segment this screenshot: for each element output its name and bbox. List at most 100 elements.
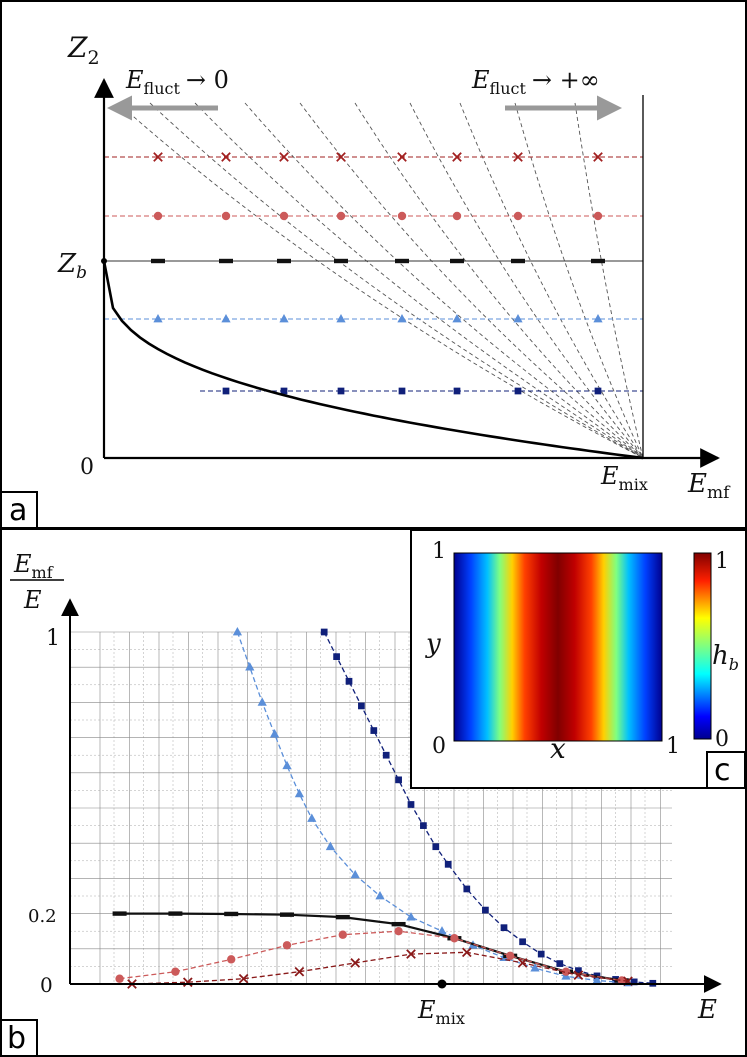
data-point-square	[556, 960, 564, 967]
data-point-circle	[450, 934, 459, 943]
level-marker-triangle	[153, 313, 163, 323]
inset-y0: 0	[432, 734, 446, 759]
data-point-square	[463, 885, 471, 893]
data-point-dash	[168, 911, 183, 916]
data-point-circle	[171, 967, 180, 976]
colorbar-label-sub: b	[729, 655, 739, 674]
data-point-cross	[350, 958, 361, 968]
b-emix-sub: mix	[436, 1009, 465, 1028]
data-point-dash	[280, 912, 294, 917]
hb-field-border	[453, 552, 663, 742]
boundary-curve	[102, 260, 644, 460]
panel-b-letter-box	[0, 1019, 38, 1057]
data-point-circle	[227, 955, 236, 964]
data-point-circle	[338, 930, 347, 939]
data-point-triangle	[257, 697, 267, 706]
level-marker-square	[453, 387, 461, 395]
level-marker-cross	[336, 152, 346, 162]
data-point-triangle	[530, 963, 540, 972]
panel-c-letter-box	[706, 751, 746, 789]
level-marker-square	[514, 387, 522, 395]
level-marker-dash	[334, 258, 348, 264]
data-point-cross	[406, 949, 416, 959]
a-origin-label: 0	[80, 455, 94, 480]
level-marker-cross	[513, 152, 523, 162]
inset-y-label: y	[425, 629, 441, 659]
inset-y1: 1	[432, 539, 446, 564]
level-marker-dash	[277, 258, 291, 264]
data-point-square	[420, 822, 427, 829]
level-marker-dash	[219, 258, 233, 264]
data-point-triangle	[325, 841, 336, 851]
data-point-triangle	[437, 926, 447, 935]
level-marker-cross	[221, 152, 231, 162]
level-marker-triangle	[452, 313, 462, 323]
data-point-dash	[391, 921, 406, 927]
b-y-label-den: E	[23, 586, 42, 614]
data-point-triangle	[269, 729, 280, 738]
fan-line	[299, 102, 644, 459]
emix-point	[437, 979, 447, 989]
data-point-circle	[394, 927, 403, 936]
zb-label-sub: b	[76, 263, 87, 283]
data-point-dash	[335, 914, 350, 920]
level-marker-square	[280, 387, 288, 395]
zb-point	[101, 258, 107, 264]
data-point-square	[382, 751, 390, 759]
left-arrow-tail: → 0	[186, 66, 229, 94]
a-emix-label: Emix	[600, 462, 648, 494]
fan-line	[149, 102, 644, 459]
data-point-square	[575, 967, 582, 974]
data-point-triangle	[245, 662, 255, 671]
panel-c: 1 0 1 y x 1 0 hb c	[410, 529, 747, 789]
panel-a-letter: a	[9, 493, 27, 528]
data-point-square	[407, 801, 415, 808]
tick-y-0: 0	[40, 973, 53, 997]
level-marker-dash	[511, 258, 525, 264]
right-arrow-label: Efluct → +∞	[471, 66, 600, 98]
right-arrow-sub: fluct	[490, 79, 527, 98]
panel-a: Z2 Emf 0 Zb Emix Efluct → 0 Efluct → +∞ a	[0, 0, 747, 529]
data-point-triangle	[282, 760, 292, 770]
data-point-square	[482, 906, 489, 914]
level-marker-triangle	[221, 313, 231, 323]
data-point-circle	[506, 951, 515, 961]
data-point-cross	[294, 966, 305, 977]
data-point-square	[358, 702, 365, 710]
series-line-circle	[119, 930, 622, 982]
right-arrow-tail: → +∞	[532, 66, 600, 94]
data-point-cross	[573, 970, 584, 981]
data-point-circle	[617, 976, 626, 985]
data-point-triangle	[406, 912, 416, 921]
level-marker-circle	[279, 211, 289, 221]
data-point-square	[395, 776, 402, 784]
level-marker-cross	[452, 152, 462, 162]
level-marker-circle	[153, 211, 163, 221]
fan-line	[459, 102, 644, 459]
level-marker-square	[337, 387, 345, 395]
tick-y-0-2: 0.2	[28, 906, 57, 927]
fan-line	[194, 102, 644, 459]
data-point-triangle	[307, 813, 317, 822]
data-point-square	[519, 938, 526, 946]
data-point-triangle	[294, 788, 305, 798]
data-point-square	[500, 924, 508, 932]
a-emix-sub: mix	[619, 475, 648, 494]
data-point-triangle	[592, 975, 602, 984]
tick-y-1: 1	[46, 626, 60, 651]
b-x-label: E	[697, 995, 717, 1025]
data-point-square	[333, 653, 340, 660]
a-x-label: Emf	[687, 469, 731, 503]
data-point-square	[320, 628, 328, 636]
fan-lines	[117, 102, 644, 459]
panel-c-letter: c	[714, 753, 731, 788]
colorbar-min: 0	[715, 727, 729, 752]
b-emix-label: Emix	[417, 996, 465, 1028]
data-point-dash	[224, 911, 239, 917]
data-point-triangle	[232, 626, 243, 636]
fan-line	[574, 102, 644, 459]
level-marker-circle	[513, 211, 523, 221]
level-marker-circle	[336, 211, 346, 221]
left-arrow-label: Efluct → 0	[125, 66, 229, 98]
colorbar-label: hb	[712, 641, 739, 674]
